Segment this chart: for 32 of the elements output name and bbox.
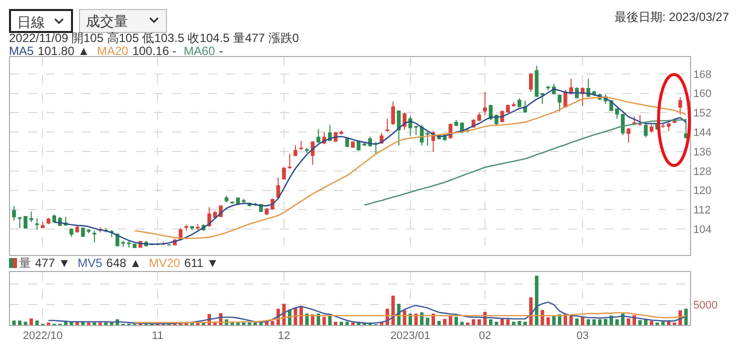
text: MA60	[184, 44, 216, 58]
y-tick-label: 160	[693, 88, 712, 100]
text: MV5	[78, 256, 102, 270]
x-tick-label: 2022/10	[22, 330, 63, 342]
text: MA20	[96, 44, 128, 58]
text: MA5	[9, 44, 34, 58]
y-tick-label: 120	[693, 185, 712, 198]
y-tick-label: 168	[693, 68, 712, 81]
annotation: 100.16 -	[132, 44, 176, 58]
annotation: -	[219, 44, 224, 58]
text: 477 ▼	[35, 256, 70, 270]
text: 611 ▼	[184, 256, 219, 270]
legend-label: 量	[19, 256, 31, 270]
annotation: 101.80 ▲	[38, 44, 90, 58]
x-tick-label: 02	[478, 330, 492, 342]
text: 最後日期: 2023/03/27	[614, 10, 729, 24]
text: 2022/11/09 開105 高105 低103.5 收104.5 量477 漲跌0	[9, 31, 299, 45]
x-tick-label: 11	[152, 330, 164, 342]
text: MV20	[148, 256, 180, 270]
x-tick-label: 2023/01	[390, 330, 430, 342]
y-tick-label: 152	[693, 108, 712, 120]
x-tick-label: 12	[278, 330, 290, 342]
y-tick-label: 112	[693, 204, 711, 217]
text: 日線	[17, 14, 45, 30]
y-tick-label: 5000	[693, 299, 718, 312]
y-tick-label: 104	[693, 224, 712, 236]
y-tick-label: 128	[693, 166, 712, 178]
text: 成交量	[86, 13, 128, 29]
y-tick-label: 136	[693, 146, 712, 158]
text: 648 ▲	[106, 256, 142, 270]
x-tick-label: 03	[576, 330, 589, 342]
y-tick-label: 144	[693, 126, 712, 139]
